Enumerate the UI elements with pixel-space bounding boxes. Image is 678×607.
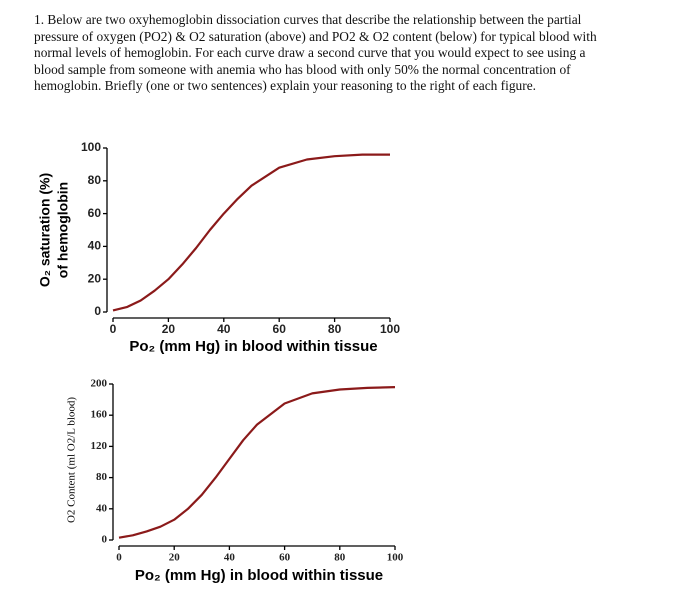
question-line: blood sample from someone with anemia wh… [34,61,571,77]
y-tick-label: 0 [102,534,108,546]
x-tick-label: 20 [169,552,181,564]
y-axis-label: of hemoglobin [55,182,71,278]
y-axis-label: O2 Content (ml O2/L blood) [66,397,78,523]
x-tick-label: 0 [116,552,122,564]
y-tick-label: 100 [81,140,101,154]
x-tick-label: 60 [279,552,291,564]
question-line: pressure of oxygen (PO2) & O2 saturation… [34,28,597,44]
question: 1. Below are two oxyhemoglobin dissociat… [34,12,664,95]
y-tick-label: 40 [88,239,102,253]
curve [118,386,396,539]
x-tick-label: 20 [162,322,176,336]
x-tick-label: 100 [387,552,404,564]
y-tick-label: 60 [88,206,102,220]
question-line: hemoglobin. Briefly (one or two sentence… [34,78,536,93]
question-line: 1. Below are two oxyhemoglobin dissociat… [34,12,582,27]
x-tick-label: 0 [110,322,117,336]
x-axis-label: Po₂ (mm Hg) in blood within tissue [135,567,383,584]
x-tick-label: 60 [273,322,287,336]
y-tick-label: 200 [91,378,108,390]
x-tick-label: 100 [380,322,400,336]
y-tick-label: 160 [91,409,108,421]
x-tick-label: 80 [328,322,342,336]
y-axis-label: O₂ saturation (%) [37,173,53,287]
y-tick-label: 0 [94,304,101,318]
y-tick-label: 40 [96,502,108,514]
x-axis-label: Po₂ (mm Hg) in blood within tissue [129,338,377,355]
curve [112,153,390,312]
y-tick-label: 20 [88,271,102,285]
question-line: normal levels of hemoglobin. For each cu… [34,45,586,60]
y-tick-label: 80 [96,471,108,483]
x-tick-label: 40 [224,552,236,564]
x-tick-label: 40 [217,322,231,336]
y-tick-label: 80 [88,173,102,187]
y-tick-label: 120 [91,440,108,452]
x-tick-label: 80 [334,552,346,564]
